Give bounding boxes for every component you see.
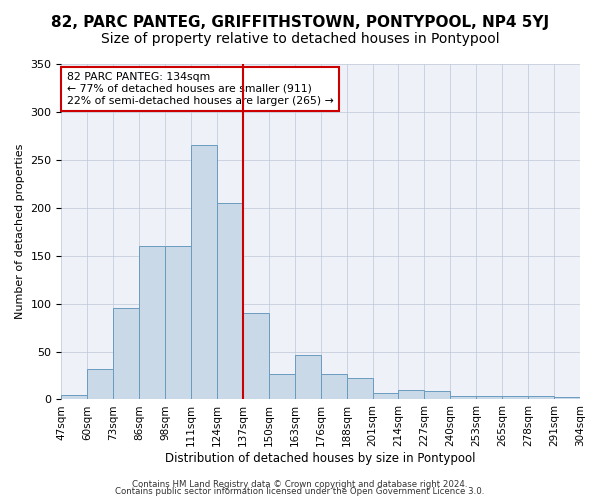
Bar xyxy=(451,396,476,400)
Y-axis label: Number of detached properties: Number of detached properties xyxy=(15,144,25,320)
Bar xyxy=(243,313,269,400)
Bar xyxy=(295,356,321,400)
Bar xyxy=(113,308,139,400)
Bar xyxy=(502,396,528,400)
Text: Contains public sector information licensed under the Open Government Licence 3.: Contains public sector information licen… xyxy=(115,488,485,496)
Bar xyxy=(61,394,88,400)
Bar xyxy=(554,396,580,400)
X-axis label: Distribution of detached houses by size in Pontypool: Distribution of detached houses by size … xyxy=(166,452,476,465)
Bar xyxy=(476,396,502,400)
Bar xyxy=(88,369,113,400)
Text: Contains HM Land Registry data © Crown copyright and database right 2024.: Contains HM Land Registry data © Crown c… xyxy=(132,480,468,489)
Bar xyxy=(424,391,451,400)
Bar xyxy=(373,392,398,400)
Text: Size of property relative to detached houses in Pontypool: Size of property relative to detached ho… xyxy=(101,32,499,46)
Bar xyxy=(347,378,373,400)
Bar xyxy=(139,246,165,400)
Bar xyxy=(165,246,191,400)
Bar xyxy=(191,146,217,400)
Bar xyxy=(269,374,295,400)
Bar xyxy=(217,203,243,400)
Bar xyxy=(528,396,554,400)
Text: 82 PARC PANTEG: 134sqm
← 77% of detached houses are smaller (911)
22% of semi-de: 82 PARC PANTEG: 134sqm ← 77% of detached… xyxy=(67,72,334,106)
Text: 82, PARC PANTEG, GRIFFITHSTOWN, PONTYPOOL, NP4 5YJ: 82, PARC PANTEG, GRIFFITHSTOWN, PONTYPOO… xyxy=(51,15,549,30)
Bar xyxy=(321,374,347,400)
Bar xyxy=(398,390,424,400)
